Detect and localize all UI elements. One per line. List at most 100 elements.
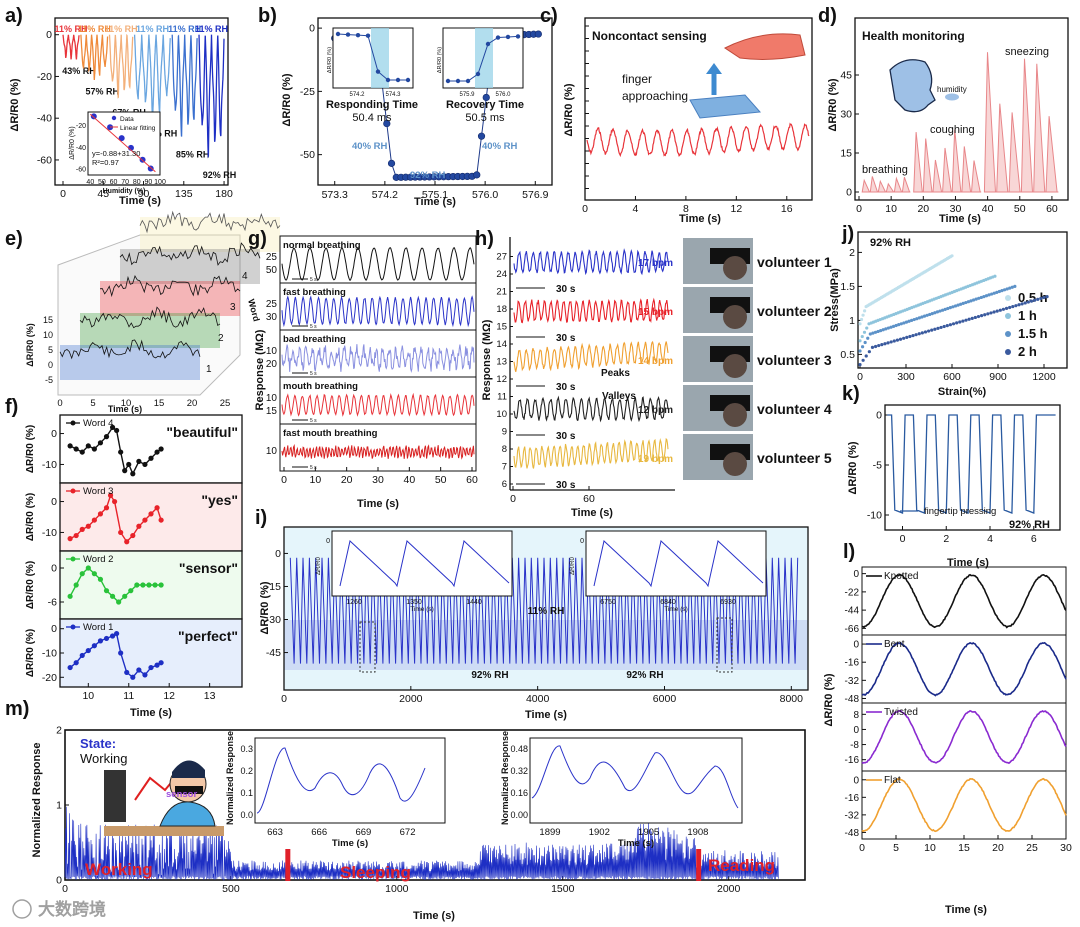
panel-m-inset2-curve bbox=[531, 745, 739, 809]
panel-f-point bbox=[73, 532, 79, 539]
panel-l-label: l) bbox=[843, 541, 855, 563]
panel-e-trace-5 bbox=[139, 210, 281, 234]
panel-i-y-tick-label: -30 bbox=[266, 614, 281, 626]
panel-j-point-1 bbox=[861, 313, 865, 317]
panel-j-point-4 bbox=[930, 328, 934, 332]
panel-e-trace-2 bbox=[79, 306, 221, 329]
panel-a-upper-label: 11% RH bbox=[136, 24, 169, 34]
panel-j-point-3 bbox=[943, 307, 947, 311]
panel-m-inset1-curve bbox=[256, 747, 426, 814]
panel-m-marker-2 bbox=[696, 849, 702, 881]
panel-j-point-4 bbox=[958, 320, 962, 324]
panel-j-point-4 bbox=[973, 315, 977, 320]
panel-f-word: "yes" bbox=[201, 492, 238, 508]
panel-j-point-3 bbox=[868, 332, 872, 336]
panel-j-point-4 bbox=[895, 338, 900, 342]
panel-i-zoom-box-1 bbox=[359, 621, 376, 673]
panel-h-photo-head bbox=[723, 452, 747, 476]
panel-a-upper-label: 11% RH bbox=[105, 24, 138, 34]
panel-m-xlabel: Time (s) bbox=[413, 910, 455, 922]
panel-j-point-3 bbox=[951, 305, 955, 309]
panel-j-point-4 bbox=[976, 314, 981, 319]
panel-j-point-1 bbox=[858, 322, 862, 326]
panel-j-point-3 bbox=[1002, 288, 1007, 292]
panel-f-point bbox=[67, 593, 73, 599]
panel-m-ylabel: Normalized Response bbox=[31, 743, 43, 858]
panel-f-point bbox=[128, 588, 134, 594]
panel-f-point bbox=[140, 582, 146, 588]
panel-j-point-2 bbox=[862, 330, 867, 334]
panel-f-point bbox=[136, 667, 142, 673]
panel-k-x-tick-label: 0 bbox=[900, 533, 906, 545]
panel-b-x-tick-label: 576.0 bbox=[472, 189, 498, 201]
panel-i-frame bbox=[283, 526, 809, 691]
panel-f-point bbox=[103, 505, 110, 511]
panel-l-y-tick-label: -66 bbox=[845, 624, 860, 635]
panel-h-photo-head bbox=[723, 354, 747, 378]
panel-m-inset2-ylabel: Normalized Response bbox=[500, 731, 510, 825]
panel-a-inset-xtick: 80 bbox=[133, 179, 141, 186]
panel-c-frame bbox=[584, 17, 813, 201]
panel-a-series-3 bbox=[108, 33, 134, 99]
panel-j-point-3 bbox=[866, 336, 870, 340]
panel-f-point bbox=[124, 539, 130, 545]
panel-d-y-tick-label: 45 bbox=[840, 70, 852, 82]
panel-f-legend: Word 3 bbox=[83, 486, 113, 497]
panel-a-inset-legend-data: Data bbox=[120, 116, 134, 123]
panel-d-x-tick-label: 60 bbox=[1046, 203, 1058, 215]
panel-j-point-4 bbox=[995, 309, 999, 313]
panel-j-point-3 bbox=[946, 306, 950, 311]
panel-c-hand-icon bbox=[724, 33, 806, 60]
panel-b-point bbox=[387, 159, 396, 167]
panel-l-y-tick-label: 8 bbox=[853, 710, 859, 721]
panel-m-signal bbox=[64, 806, 779, 881]
panel-a-series-label: 92% RH bbox=[203, 170, 237, 180]
panel-f-ylabel: ΔR/R0 (%) bbox=[25, 561, 36, 609]
panel-b-inset-point bbox=[375, 69, 381, 74]
panel-a-inset-xtick: 60 bbox=[110, 179, 118, 186]
panel-l-x-tick-label: 0 bbox=[859, 842, 865, 854]
panel-j-point-3 bbox=[1005, 287, 1009, 291]
panel-e-ytick: 5 bbox=[48, 345, 53, 355]
panel-j-point-3 bbox=[990, 292, 994, 296]
panel-l-x-tick-label: 25 bbox=[1026, 842, 1038, 854]
panel-m-monitor-icon bbox=[104, 770, 126, 822]
panel-j-point-1 bbox=[950, 254, 954, 258]
panel-d-frame bbox=[854, 17, 1069, 201]
panel-h-volunteer: volunteer 2 bbox=[757, 303, 832, 319]
panel-j-legend: 1.5 h bbox=[1018, 326, 1048, 341]
panel-j-point-3 bbox=[922, 314, 927, 318]
panel-h-photo-head bbox=[723, 403, 747, 427]
panel-f-ylabel: ΔR/R0 (%) bbox=[25, 629, 36, 677]
panel-j-point-4 bbox=[902, 336, 906, 340]
panel-f-word: "beautiful" bbox=[166, 424, 238, 440]
panel-b-ann-92: 92% RH bbox=[410, 170, 446, 181]
panel-j-x-tick-label: 1200 bbox=[1032, 371, 1056, 383]
panel-d-y-tick-label: 30 bbox=[840, 109, 852, 121]
panel-f-y-tick-label: 0 bbox=[51, 563, 57, 575]
panel-m-inset1-xtick: 666 bbox=[311, 827, 327, 838]
panel-i-inset1-xtick: 1350 bbox=[406, 599, 422, 606]
panel-m-x-tick-label: 1000 bbox=[385, 883, 409, 895]
panel-j-legend: 2 h bbox=[1018, 344, 1037, 359]
panel-m-inset1-xtick: 672 bbox=[400, 827, 416, 838]
panel-l-y-tick-label: -44 bbox=[845, 606, 860, 617]
panel-b-inset-xtick: 575.9 bbox=[459, 92, 475, 98]
panel-a-inset-xtick: 70 bbox=[121, 179, 129, 186]
panel-k-y-tick-label: 0 bbox=[876, 410, 882, 422]
panel-f-y-tick-label: -6 bbox=[48, 597, 57, 609]
panel-b-y-tick-label: -25 bbox=[300, 86, 315, 98]
panel-l-name: Flat bbox=[884, 775, 901, 786]
panel-j-point-4 bbox=[1039, 296, 1043, 301]
panel-e-layer-2 bbox=[80, 313, 220, 348]
panel-h-ylabel: Response (MΩ) bbox=[481, 319, 493, 400]
panel-f-point bbox=[158, 446, 164, 452]
panel-e-ytick: 0 bbox=[48, 360, 53, 370]
panel-j-point-4 bbox=[933, 327, 937, 331]
panel-a-inset-xtick: 50 bbox=[98, 179, 106, 186]
panel-i-inset1-ylabel: ΔR/R0 bbox=[316, 557, 322, 575]
panel-m-person-hair bbox=[172, 760, 205, 778]
panel-j-point-3 bbox=[982, 295, 986, 299]
panel-j-point-4 bbox=[955, 321, 959, 325]
panel-j-point-3 bbox=[863, 340, 867, 345]
